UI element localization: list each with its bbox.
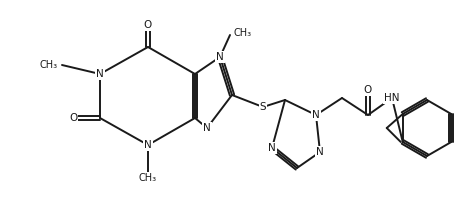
Text: O: O [69,113,77,123]
Text: N: N [216,52,224,62]
Text: N: N [144,140,152,150]
Text: N: N [316,147,324,157]
Text: O: O [144,20,152,30]
Text: N: N [96,69,104,79]
Text: CH₃: CH₃ [139,173,157,183]
Text: O: O [364,85,372,95]
Text: N: N [312,110,320,120]
Text: CH₃: CH₃ [40,60,58,70]
Text: CH₃: CH₃ [233,28,251,38]
Text: N: N [268,143,276,153]
Text: S: S [260,102,266,112]
Text: HN: HN [384,93,400,103]
Text: N: N [203,123,211,133]
